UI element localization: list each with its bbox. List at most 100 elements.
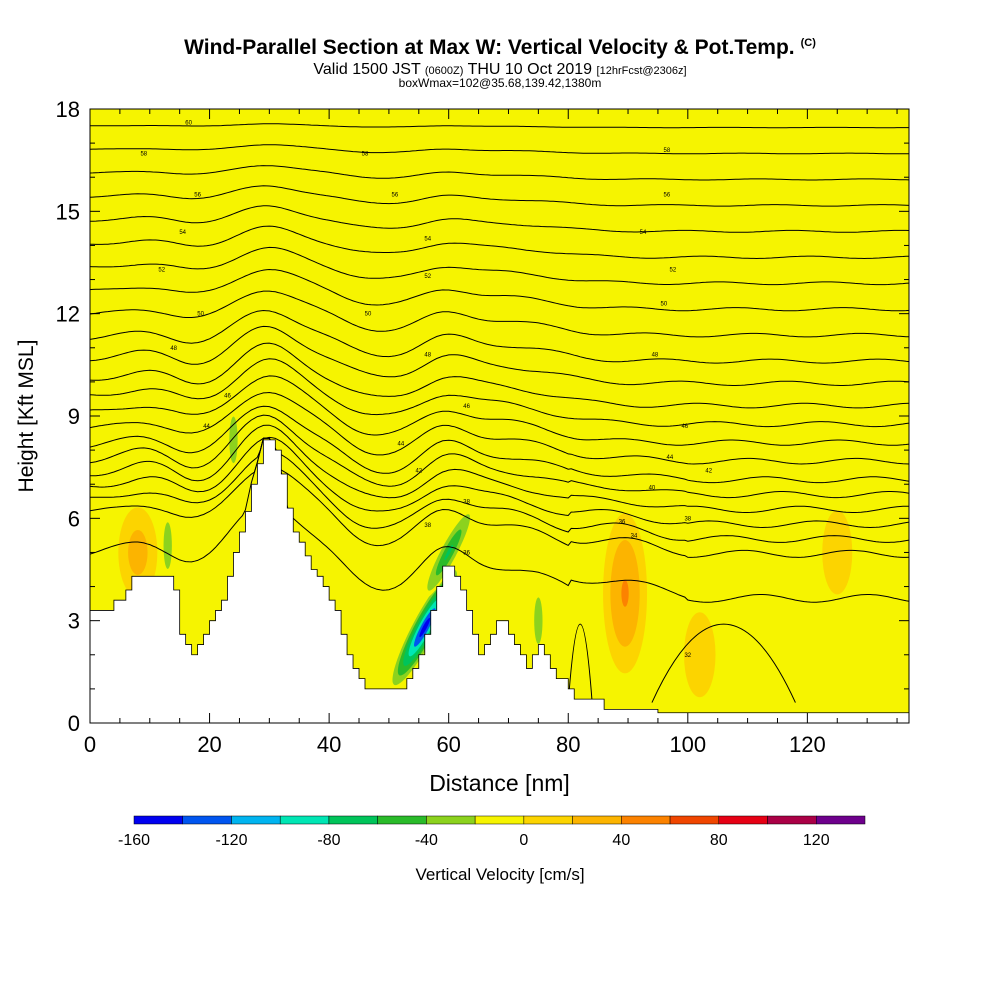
colorbar-swatch <box>621 815 671 825</box>
contour-label: 58 <box>140 151 147 157</box>
isentrope-line <box>90 414 909 499</box>
velocity-feature-downdraft <box>530 574 547 668</box>
isentrope-line <box>90 205 909 233</box>
contour-label: 50 <box>365 312 372 318</box>
contour-label: 38 <box>463 499 470 505</box>
contour-label: 42 <box>705 469 712 475</box>
isentrope-line <box>90 165 909 181</box>
contour-label: 48 <box>170 346 177 352</box>
isentrope-line <box>90 290 909 338</box>
contour-label: 54 <box>179 230 186 236</box>
colorbar-tick-label: -160 <box>118 832 150 849</box>
isentrope-line <box>90 123 909 129</box>
velocity-band <box>621 580 629 607</box>
colorbar-tick-label: -40 <box>415 832 438 849</box>
x-tick-label: 80 <box>556 732 580 757</box>
colorbar-swatch <box>133 815 183 825</box>
colorbar-swatch <box>523 815 573 825</box>
contour-label: 46 <box>463 404 470 410</box>
velocity-band <box>134 544 142 560</box>
isentrope-line <box>90 268 909 312</box>
colorbar-tick-label: 120 <box>803 832 830 849</box>
contour-label: 36 <box>463 550 470 556</box>
contour-label: 50 <box>661 301 668 307</box>
box-info: boxWmax=102@35.68,139.42,1380m <box>398 76 602 90</box>
y-tick-label: 0 <box>68 711 80 736</box>
contour-label: 34 <box>631 533 638 539</box>
velocity-feature-updraft_halo <box>603 513 648 674</box>
colorbar-tick-label: 80 <box>710 832 728 849</box>
contour-label: 52 <box>424 274 431 280</box>
velocity-band <box>232 432 235 448</box>
contour-label: 36 <box>619 520 626 526</box>
velocity-band <box>697 647 703 662</box>
y-tick-label: 18 <box>56 97 80 122</box>
contour-label: 52 <box>670 267 677 273</box>
x-tick-label: 40 <box>317 732 341 757</box>
contour-label: 44 <box>667 455 674 461</box>
colorbar: -160 -120 -80 -40 0 40 80 120 Vertical Velocity … <box>118 815 866 884</box>
velocity-band <box>419 617 431 638</box>
contour-label: 56 <box>194 192 201 198</box>
isentrope-line <box>90 246 909 286</box>
y-tick-label: 6 <box>68 506 80 531</box>
chart-title-text: Wind-Parallel Section at Max W: Vertical… <box>184 36 795 59</box>
colorbar-tick-label: 40 <box>612 832 630 849</box>
colorbar-swatch <box>816 815 866 825</box>
x-axis-label: Distance [nm] <box>429 770 570 796</box>
terrain-profile <box>90 439 909 723</box>
contour-label: 46 <box>224 394 231 400</box>
velocity-feature-weak_updraft <box>822 510 853 595</box>
velocity-feature-downdraft <box>225 393 242 487</box>
colorbar-swatch <box>718 815 768 825</box>
y-tick-label: 3 <box>68 609 80 634</box>
isentrope-line <box>90 375 909 446</box>
chart-title: Wind-Parallel Section at Max W: Vertical… <box>0 36 1000 60</box>
isentrope-loop <box>567 623 593 703</box>
contour-label: 56 <box>392 192 399 198</box>
colorbar-swatch <box>474 815 525 825</box>
forecast-tag: [12hrFcst@2306z] <box>596 65 687 77</box>
isentrope-line <box>90 436 909 529</box>
velocity-band <box>444 544 453 561</box>
isentrope-line <box>90 437 909 603</box>
colorbar-swatch <box>328 815 378 825</box>
contour-label: 58 <box>664 148 671 154</box>
velocity-feature-downdraft <box>423 506 475 599</box>
contour-label: 50 <box>197 312 204 318</box>
x-tick-label: 100 <box>669 732 706 757</box>
colorbar-swatch <box>767 815 817 825</box>
colorbar-tick-label: -80 <box>317 832 340 849</box>
contour-label: 52 <box>158 267 165 273</box>
isentrope-loop <box>651 623 796 703</box>
contour-label: 46 <box>681 424 688 430</box>
terrain-mask <box>90 439 909 723</box>
y-tick-label: 12 <box>56 302 80 327</box>
velocity-band <box>536 612 540 629</box>
colorbar-swatch <box>377 815 427 825</box>
contour-label: 44 <box>398 441 405 447</box>
x-tick-label: 0 <box>84 732 96 757</box>
y-tick-label: 9 <box>68 404 80 429</box>
colorbar-swatch <box>669 815 720 825</box>
contour-label: 44 <box>203 424 210 430</box>
colorbar-swatch <box>182 815 232 825</box>
isentrope-line <box>90 358 909 428</box>
velocity-band <box>834 545 840 560</box>
contour-label: 54 <box>424 237 431 243</box>
isentrope-line <box>90 424 909 513</box>
isentrope-line <box>90 405 909 484</box>
x-tick-label: 120 <box>789 732 826 757</box>
contour-labels: 60 58 58 58 56 56 56 54 54 54 52 52 52 50 50 50 48 48 48 46… <box>140 121 712 659</box>
isentrope-line <box>90 437 909 543</box>
contour-label: 40 <box>649 486 656 492</box>
contour-label: 38 <box>684 516 691 522</box>
contour-label: 58 <box>362 151 369 157</box>
x-tick-label: 20 <box>197 732 221 757</box>
contour-label: 54 <box>640 230 647 236</box>
valid-zulu: (0600Z) <box>424 65 464 77</box>
contour-label: 48 <box>652 353 659 359</box>
colorbar-swatch <box>426 815 476 825</box>
